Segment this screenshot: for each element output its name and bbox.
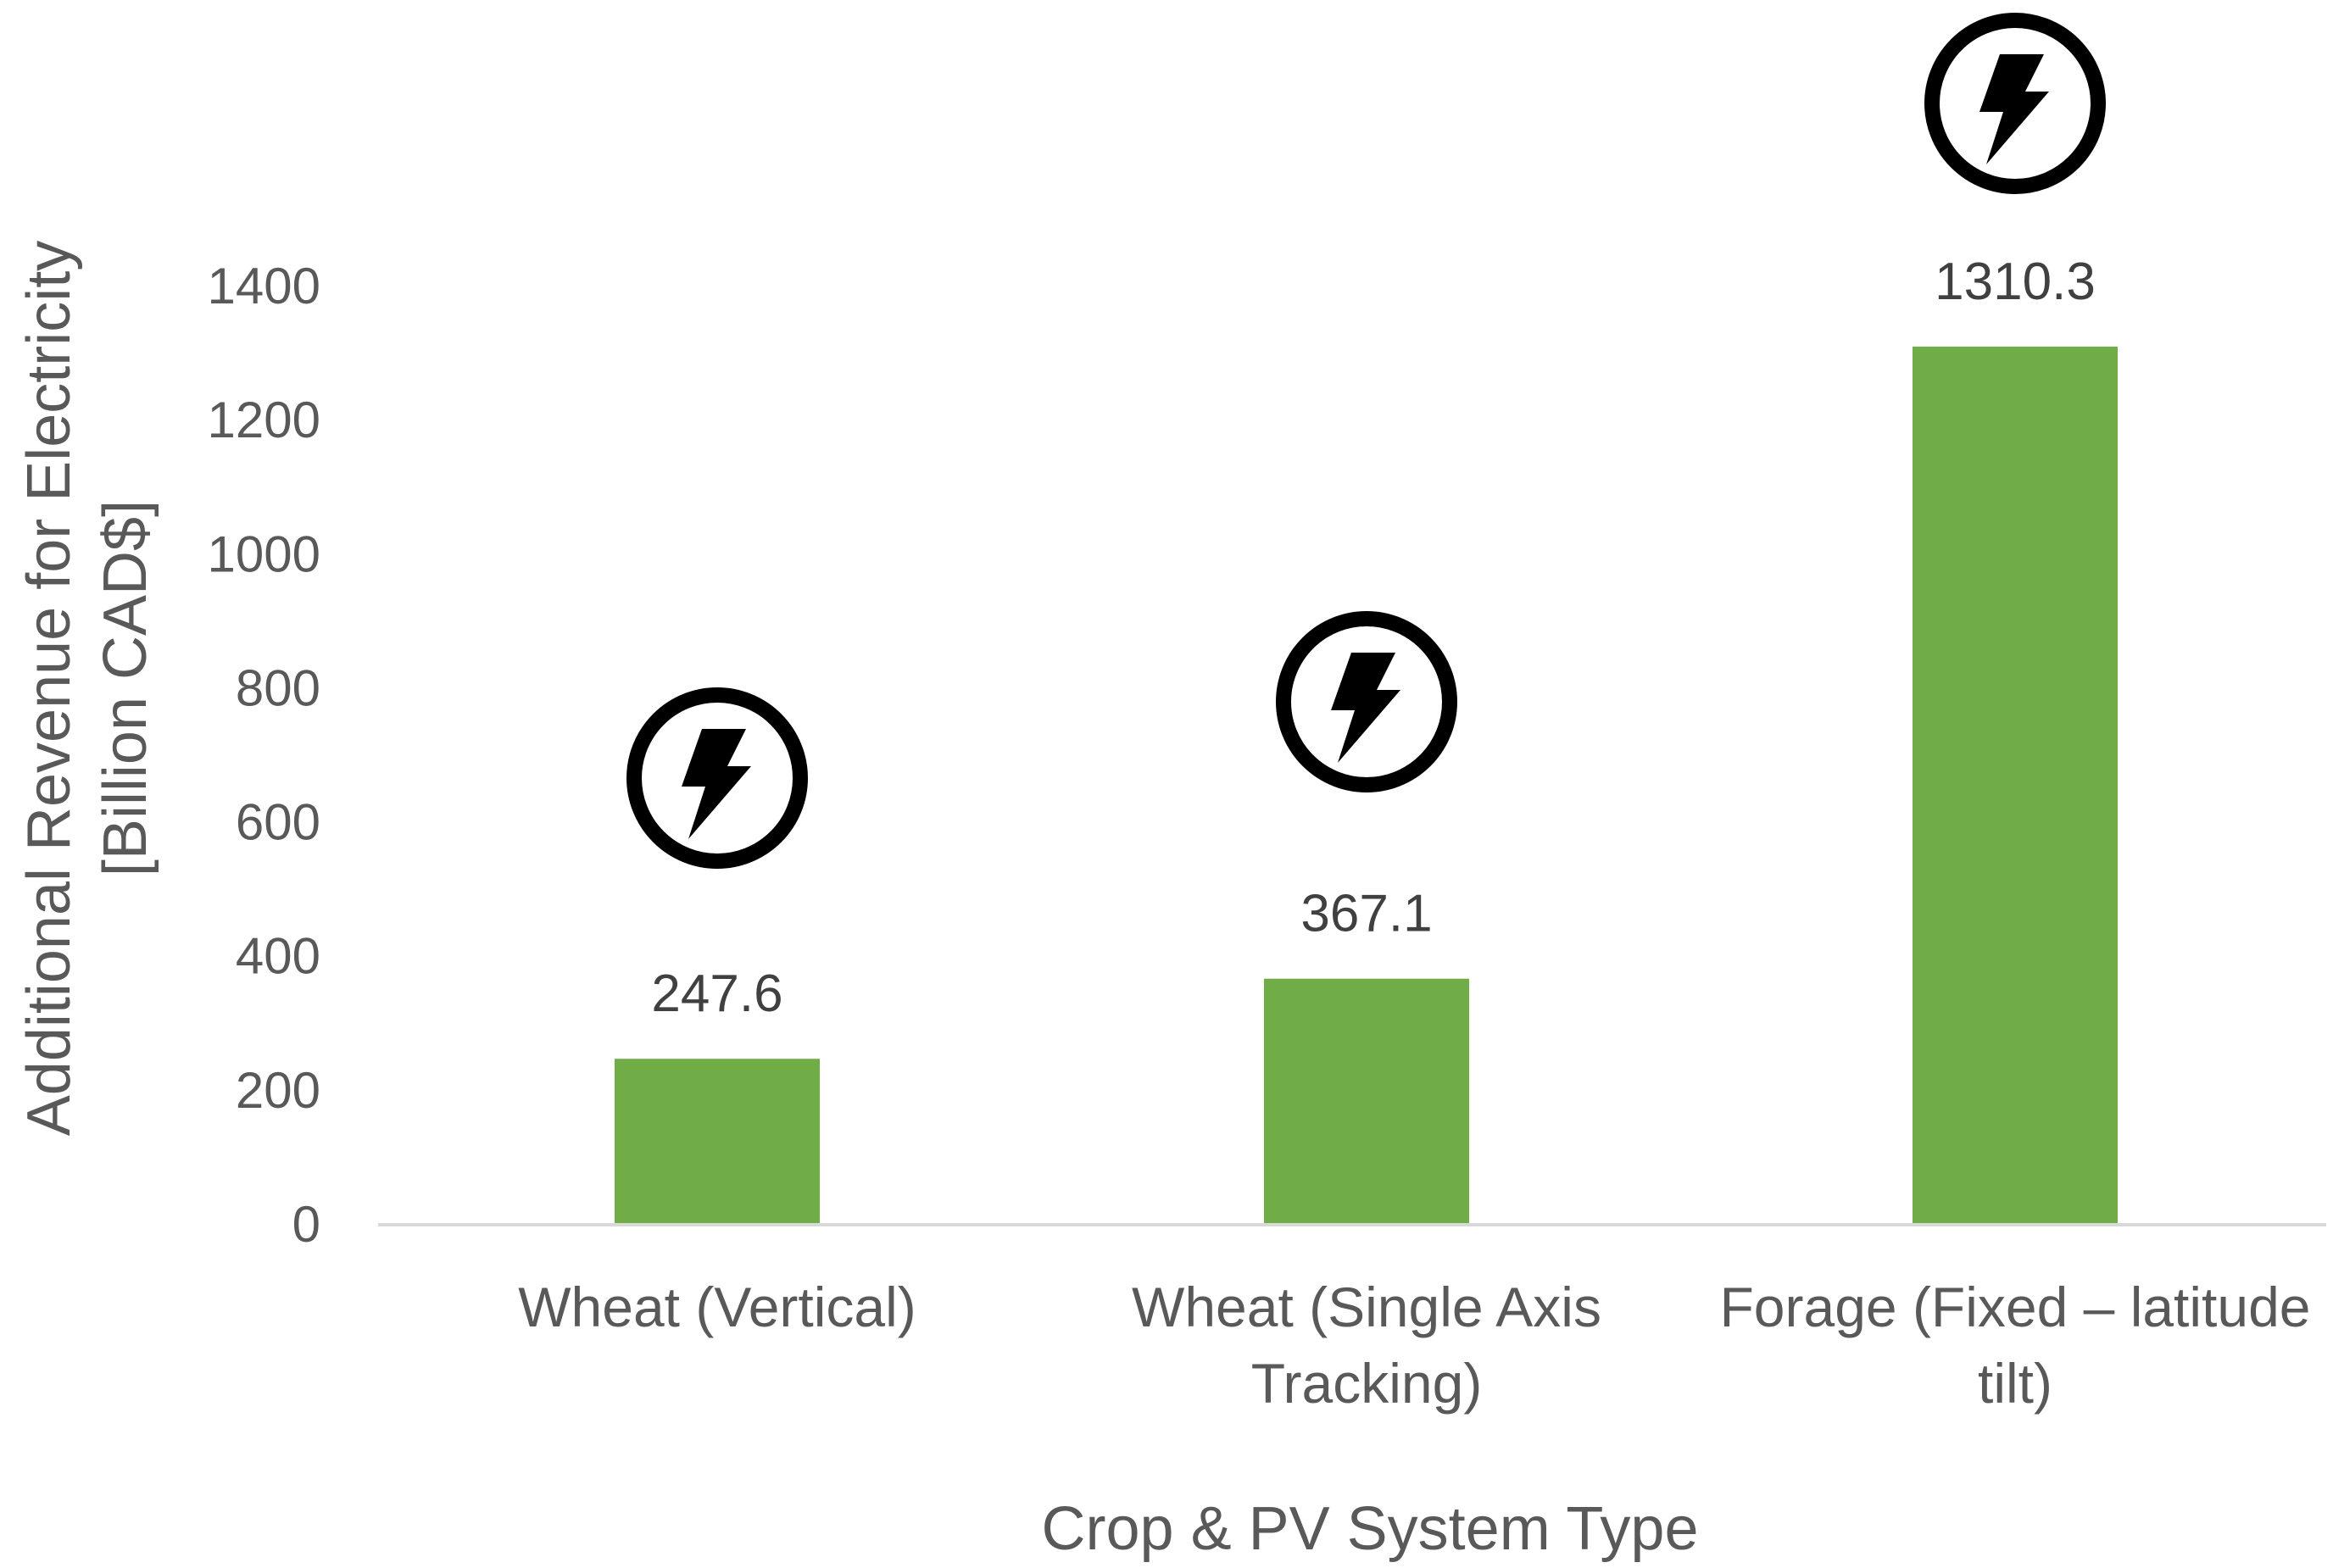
data-label: 247.6 — [651, 965, 782, 1023]
y-tick-label: 1400 — [208, 258, 320, 314]
y-axis-ticks: 0 200 400 600 800 1000 1200 1400 — [208, 258, 320, 1253]
y-tick-label: 1000 — [208, 525, 320, 582]
bars — [615, 346, 2118, 1226]
y-tick-label: 0 — [292, 1196, 320, 1253]
x-axis-title: Crop & PV System Type — [1042, 1495, 1699, 1563]
data-label: 367.1 — [1300, 885, 1432, 943]
lightning-bolt-circle-icon — [1276, 611, 1457, 792]
y-tick-label: 600 — [236, 794, 320, 851]
bar — [1264, 978, 1469, 1225]
x-category-label: Wheat (Vertical) — [518, 1276, 916, 1338]
lightning-bolt-circle-icon — [1924, 13, 2106, 194]
y-tick-label: 200 — [236, 1062, 320, 1119]
x-category-label: Wheat (Single Axis Tracking) — [1132, 1276, 1601, 1415]
bar — [615, 1059, 820, 1225]
x-category-label: Forage (Fixed – latitude tilt) — [1719, 1276, 2310, 1415]
data-label: 1310.3 — [1935, 253, 2096, 311]
data-labels: 247.6 367.1 1310.3 — [651, 253, 2095, 1023]
y-tick-label: 1200 — [208, 392, 320, 448]
y-tick-label: 800 — [236, 659, 320, 716]
icons — [626, 13, 2106, 869]
y-axis-title: Additional Revenue for Electricity [Billi… — [15, 241, 159, 1137]
category-labels: Wheat (Vertical) Wheat (Single Axis Tracki… — [518, 1276, 2310, 1415]
y-tick-label: 400 — [236, 928, 320, 985]
lightning-bolt-circle-icon — [626, 687, 808, 869]
bar — [1913, 346, 2118, 1226]
